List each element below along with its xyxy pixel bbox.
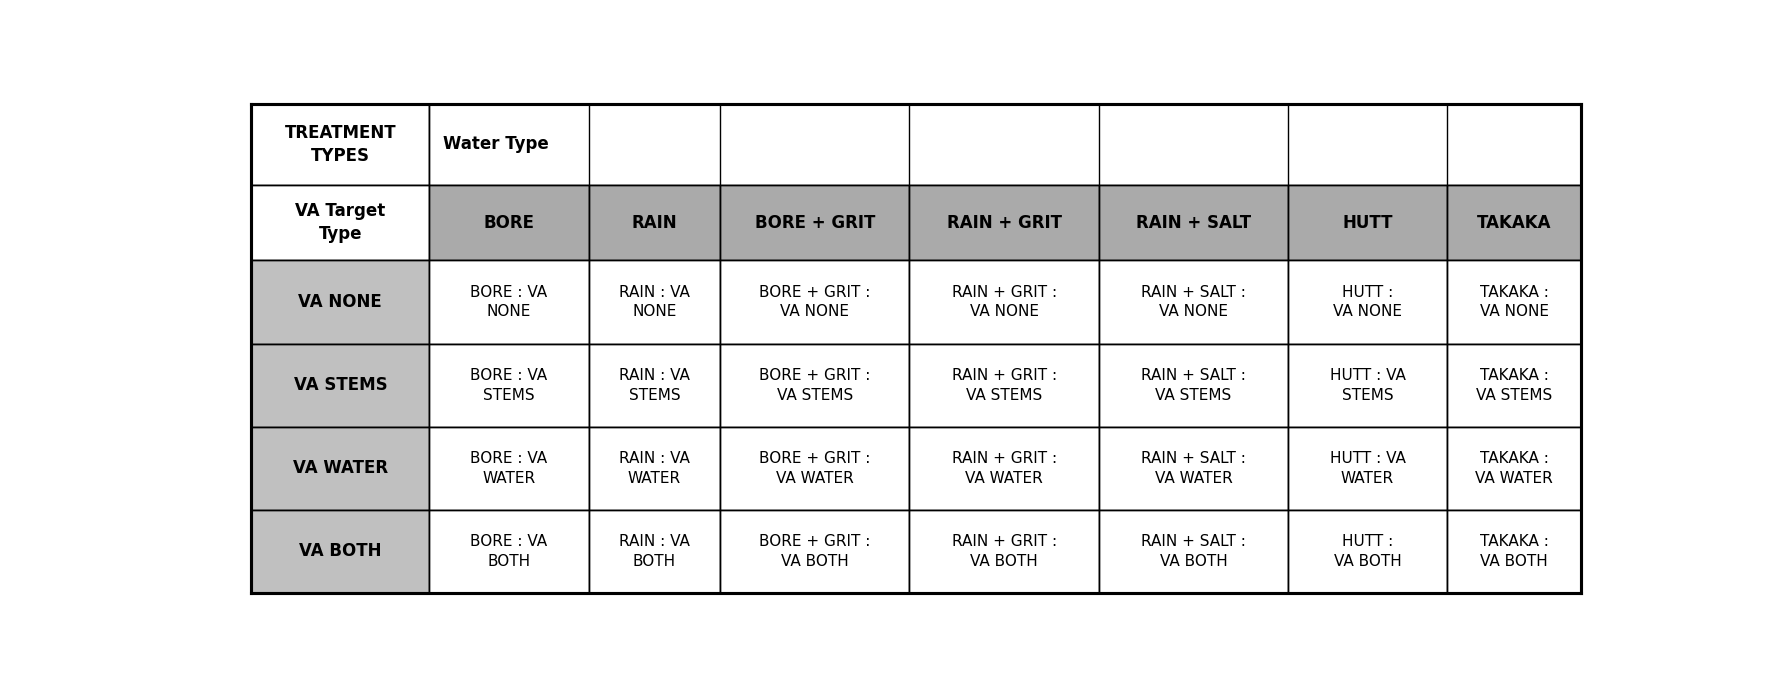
Text: BORE + GRIT: BORE + GRIT	[755, 214, 874, 232]
Bar	[721, 260, 910, 344]
Text: RAIN: RAIN	[631, 214, 678, 232]
Text: TAKAKA :
VA BOTH: TAKAKA : VA BOTH	[1480, 534, 1548, 569]
Bar	[250, 185, 429, 260]
Bar	[721, 185, 910, 260]
Bar	[588, 260, 721, 344]
Bar	[910, 426, 1100, 510]
Text: BORE + GRIT :
VA STEMS: BORE + GRIT : VA STEMS	[760, 368, 871, 402]
Text: HUTT : VA
STEMS: HUTT : VA STEMS	[1330, 368, 1405, 402]
Bar	[1100, 344, 1287, 426]
Text: RAIN : VA
NONE: RAIN : VA NONE	[619, 284, 690, 319]
Bar	[1100, 426, 1287, 510]
Bar	[1100, 185, 1287, 260]
Text: RAIN + SALT :
VA WATER: RAIN + SALT : VA WATER	[1141, 451, 1246, 486]
Text: RAIN + SALT: RAIN + SALT	[1135, 214, 1252, 232]
Bar	[1100, 510, 1287, 593]
Text: RAIN + GRIT :
VA NONE: RAIN + GRIT : VA NONE	[951, 284, 1057, 319]
Text: TAKAKA :
VA NONE: TAKAKA : VA NONE	[1480, 284, 1548, 319]
Bar	[910, 510, 1100, 593]
Text: RAIN + SALT :
VA STEMS: RAIN + SALT : VA STEMS	[1141, 368, 1246, 402]
Text: RAIN : VA
STEMS: RAIN : VA STEMS	[619, 368, 690, 402]
Text: BORE + GRIT :
VA BOTH: BORE + GRIT : VA BOTH	[760, 534, 871, 569]
Bar	[250, 344, 429, 426]
Text: HUTT :
VA NONE: HUTT : VA NONE	[1334, 284, 1402, 319]
Bar	[429, 344, 588, 426]
Bar	[721, 344, 910, 426]
Text: BORE + GRIT :
VA NONE: BORE + GRIT : VA NONE	[760, 284, 871, 319]
Bar	[1287, 510, 1446, 593]
Text: BORE : VA
WATER: BORE : VA WATER	[470, 451, 547, 486]
Text: TAKAKA :
VA WATER: TAKAKA : VA WATER	[1475, 451, 1554, 486]
Bar	[588, 426, 721, 510]
Text: RAIN + GRIT :
VA WATER: RAIN + GRIT : VA WATER	[951, 451, 1057, 486]
Text: VA WATER: VA WATER	[293, 460, 388, 477]
Bar	[429, 185, 588, 260]
Bar	[910, 185, 1100, 260]
Bar	[429, 260, 588, 344]
Text: BORE : VA
STEMS: BORE : VA STEMS	[470, 368, 547, 402]
Bar	[429, 426, 588, 510]
Bar	[250, 104, 429, 185]
Bar	[1287, 185, 1446, 260]
Text: HUTT :
VA BOTH: HUTT : VA BOTH	[1334, 534, 1402, 569]
Bar	[1446, 510, 1581, 593]
Text: RAIN + GRIT :
VA BOTH: RAIN + GRIT : VA BOTH	[951, 534, 1057, 569]
Text: VA BOTH: VA BOTH	[299, 542, 381, 560]
Bar	[1100, 260, 1287, 344]
Bar	[721, 426, 910, 510]
Text: Water Type: Water Type	[443, 135, 549, 153]
Text: RAIN + GRIT: RAIN + GRIT	[946, 214, 1062, 232]
Bar	[910, 260, 1100, 344]
Bar	[429, 510, 588, 593]
Text: HUTT: HUTT	[1343, 214, 1393, 232]
Text: BORE : VA
NONE: BORE : VA NONE	[470, 284, 547, 319]
Bar	[250, 510, 429, 593]
Bar	[1287, 426, 1446, 510]
Text: RAIN + SALT :
VA NONE: RAIN + SALT : VA NONE	[1141, 284, 1246, 319]
Text: VA NONE: VA NONE	[299, 293, 383, 311]
Text: RAIN + SALT :
VA BOTH: RAIN + SALT : VA BOTH	[1141, 534, 1246, 569]
Bar	[1446, 185, 1581, 260]
Bar	[250, 260, 429, 344]
Bar	[1287, 260, 1446, 344]
Text: VA Target
Type: VA Target Type	[295, 201, 386, 244]
Bar	[1446, 426, 1581, 510]
Text: TAKAKA: TAKAKA	[1477, 214, 1552, 232]
Text: TREATMENT
TYPES: TREATMENT TYPES	[284, 124, 397, 165]
Text: RAIN : VA
BOTH: RAIN : VA BOTH	[619, 534, 690, 569]
Bar	[588, 510, 721, 593]
Text: BORE + GRIT :
VA WATER: BORE + GRIT : VA WATER	[760, 451, 871, 486]
Bar	[1287, 344, 1446, 426]
Text: RAIN + GRIT :
VA STEMS: RAIN + GRIT : VA STEMS	[951, 368, 1057, 402]
Bar	[1446, 260, 1581, 344]
Bar	[1446, 344, 1581, 426]
Text: TAKAKA :
VA STEMS: TAKAKA : VA STEMS	[1477, 368, 1552, 402]
Bar	[588, 344, 721, 426]
Text: RAIN : VA
WATER: RAIN : VA WATER	[619, 451, 690, 486]
Bar	[429, 104, 1581, 185]
Bar	[250, 426, 429, 510]
Text: HUTT : VA
WATER: HUTT : VA WATER	[1330, 451, 1405, 486]
Text: VA STEMS: VA STEMS	[293, 376, 388, 394]
Text: BORE: BORE	[483, 214, 535, 232]
Bar	[910, 344, 1100, 426]
Bar	[588, 185, 721, 260]
Bar	[721, 510, 910, 593]
Text: BORE : VA
BOTH: BORE : VA BOTH	[470, 534, 547, 569]
